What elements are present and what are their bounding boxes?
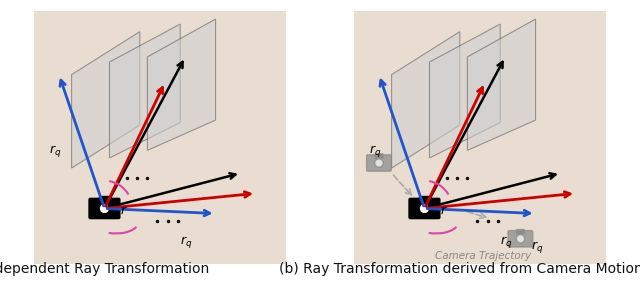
Text: $r_q$: $r_q$ — [180, 234, 193, 250]
Polygon shape — [72, 32, 140, 168]
Text: $r$: $r$ — [440, 203, 447, 216]
Text: $r$: $r$ — [120, 203, 127, 216]
Text: $r_q$: $r_q$ — [500, 234, 513, 250]
Text: $r_q$: $r_q$ — [369, 143, 381, 159]
FancyBboxPatch shape — [367, 155, 391, 171]
Text: $r_q$: $r_q$ — [49, 143, 61, 159]
FancyBboxPatch shape — [508, 230, 532, 247]
Polygon shape — [467, 19, 536, 150]
Circle shape — [516, 234, 525, 243]
FancyBboxPatch shape — [375, 154, 383, 158]
Circle shape — [419, 203, 429, 214]
Text: (b) Ray Transformation derived from Camera Motion: (b) Ray Transformation derived from Came… — [279, 261, 640, 276]
FancyBboxPatch shape — [419, 197, 429, 201]
FancyBboxPatch shape — [409, 198, 440, 219]
Polygon shape — [109, 24, 180, 158]
FancyBboxPatch shape — [89, 198, 120, 219]
Text: (a) Independent Ray Transformation: (a) Independent Ray Transformation — [0, 261, 209, 276]
Text: Camera Trajectory: Camera Trajectory — [435, 251, 531, 261]
FancyBboxPatch shape — [99, 197, 109, 201]
Circle shape — [99, 203, 109, 214]
FancyBboxPatch shape — [516, 230, 524, 234]
Polygon shape — [429, 24, 500, 158]
Polygon shape — [147, 19, 216, 150]
Circle shape — [375, 159, 383, 167]
Polygon shape — [392, 32, 460, 168]
Text: $r_q$: $r_q$ — [531, 239, 543, 255]
